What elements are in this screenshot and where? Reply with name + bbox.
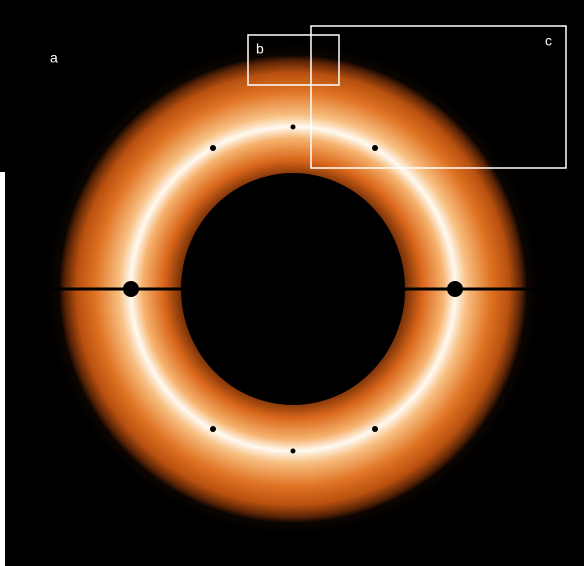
- point: [123, 281, 139, 297]
- axis-line: [45, 288, 541, 291]
- panel-label: b: [256, 41, 264, 57]
- point: [291, 125, 296, 130]
- point: [210, 145, 216, 151]
- panel-label: c: [545, 33, 552, 49]
- point: [372, 426, 378, 432]
- margin-strip: [0, 172, 5, 566]
- point: [291, 449, 296, 454]
- point: [210, 426, 216, 432]
- panel-label: a: [50, 50, 58, 66]
- point: [447, 281, 463, 297]
- figure: a b c: [0, 0, 584, 566]
- point: [372, 145, 378, 151]
